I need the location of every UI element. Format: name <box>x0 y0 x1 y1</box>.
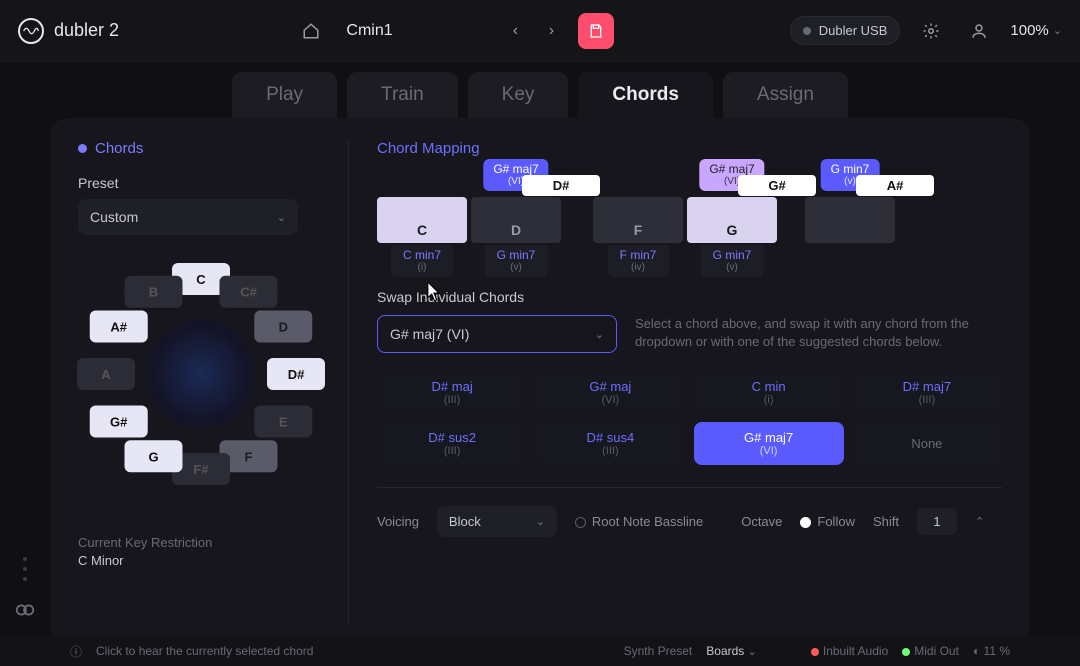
swap-select[interactable]: G# maj7 (VI)⌄ <box>377 315 617 353</box>
wheel-note-A[interactable]: A <box>77 358 135 390</box>
wheel-note-Asharp[interactable]: A# <box>90 311 148 343</box>
logo-icon <box>18 18 44 44</box>
key-wheel[interactable]: CC#DD#EFF#GG#AA#B <box>86 259 316 489</box>
tab-train[interactable]: Train <box>347 72 458 118</box>
voicing-strip: Voicing Block⌄ Root Note Bassline Octave… <box>377 487 1002 537</box>
tab-key[interactable]: Key <box>468 72 569 118</box>
voicing-label: Voicing <box>377 514 419 529</box>
main-panel: Chords Preset Custom⌄ CC#DD#EFF#GG#AA#B … <box>50 118 1030 646</box>
wheel-note-Csharp[interactable]: C# <box>220 276 278 308</box>
suggestion-dmaj[interactable]: D# maj(III) <box>377 371 527 414</box>
chord-mapping-title: Chord Mapping <box>377 140 1002 157</box>
synth-preset-select[interactable]: Boards ⌄ <box>706 644 757 658</box>
wheel-note-B[interactable]: B <box>125 276 183 308</box>
suggestion-none[interactable]: None <box>852 422 1002 465</box>
shift-input[interactable] <box>917 508 957 535</box>
sharp-tile-Dsharp[interactable]: D# <box>522 175 600 196</box>
sharp-tile-Gsharp[interactable]: G# <box>738 175 816 196</box>
preset-label: Preset <box>78 175 324 191</box>
bottom-chord-chip[interactable]: F min7(iv) <box>608 245 669 277</box>
tab-chords[interactable]: Chords <box>578 72 713 118</box>
device-status-dot <box>803 27 811 35</box>
user-icon[interactable] <box>962 14 996 48</box>
inbuilt-audio-dot <box>811 648 819 656</box>
save-button[interactable] <box>578 13 614 49</box>
root-bassline-toggle[interactable]: Root Note Bassline <box>575 514 703 529</box>
key-tile-G[interactable]: G <box>687 197 777 243</box>
swap-help: Select a chord above, and swap it with a… <box>635 315 1002 351</box>
tab-play[interactable]: Play <box>232 72 337 118</box>
tab-bar: PlayTrainKeyChordsAssign <box>0 62 1080 118</box>
shift-label: Shift <box>873 514 899 529</box>
swap-title: Swap Individual Chords <box>377 289 1002 305</box>
app-name: dubler 2 <box>54 20 119 41</box>
cursor-icon <box>427 282 442 307</box>
nav-back-icon[interactable]: ‹ <box>498 14 532 48</box>
suggestion-gmaj[interactable]: G# maj(VI) <box>535 371 685 414</box>
bottom-chord-chip[interactable]: G min7(v) <box>485 245 548 277</box>
zoom-level[interactable]: 100%⌄ <box>1010 22 1062 39</box>
voicing-select[interactable]: Block⌄ <box>437 506 557 537</box>
left-column: Chords Preset Custom⌄ CC#DD#EFF#GG#AA#B … <box>78 140 348 624</box>
midi-out-label[interactable]: Midi Out <box>914 644 959 658</box>
side-icon[interactable] <box>14 599 36 626</box>
suggestion-dsus4[interactable]: D# sus4(III) <box>535 422 685 465</box>
device-name: Dubler USB <box>819 23 888 38</box>
suggestion-dsus2[interactable]: D# sus2(III) <box>377 422 527 465</box>
octave-label: Octave <box>741 514 782 529</box>
suggestion-dmaj7[interactable]: D# maj7(III) <box>852 371 1002 414</box>
key-tile-F[interactable]: F <box>593 197 683 243</box>
wheel-note-Gsharp[interactable]: G# <box>90 406 148 438</box>
synth-preset-label: Synth Preset <box>624 644 693 658</box>
key-tile-blank[interactable] <box>805 197 895 243</box>
wheel-note-G[interactable]: G <box>125 440 183 472</box>
inbuilt-audio-label[interactable]: Inbuilt Audio <box>823 644 888 658</box>
sharp-tile-Asharp[interactable]: A# <box>856 175 934 196</box>
follow-toggle[interactable]: Follow <box>800 514 855 529</box>
footer-bar: ⓘ Click to hear the currently selected c… <box>0 636 1080 666</box>
midi-out-dot <box>902 648 910 656</box>
right-column: Chord Mapping CC min7(i) D G# maj7(VI) D# G … <box>355 140 1002 624</box>
top-bar: dubler 2 ‹ › Dubler USB 100%⌄ <box>0 0 1080 62</box>
suggestion-gmaj7[interactable]: G# maj7(VI) <box>694 422 844 465</box>
midi-pct: ◐ 11 % <box>973 644 1010 658</box>
file-name-input[interactable] <box>338 16 488 46</box>
footer-hint: Click to hear the currently selected cho… <box>96 644 313 658</box>
preset-select[interactable]: Custom⌄ <box>78 199 298 235</box>
device-selector[interactable]: Dubler USB <box>790 16 901 45</box>
home-icon[interactable] <box>294 14 328 48</box>
wheel-note-Dsharp[interactable]: D# <box>267 358 325 390</box>
app-logo: dubler 2 <box>18 18 119 44</box>
info-icon: ⓘ <box>70 643 82 660</box>
key-restriction: Current Key Restriction C Minor <box>78 535 324 568</box>
suggestion-grid: D# maj(III)G# maj(VI)C min(i)D# maj7(III… <box>377 371 1002 465</box>
chords-heading: Chords <box>78 140 324 157</box>
shift-stepper[interactable]: ⌃ <box>975 515 984 528</box>
side-strip <box>10 120 40 626</box>
key-tile-D[interactable]: D <box>471 197 561 243</box>
settings-icon[interactable] <box>914 14 948 48</box>
suggestion-cmin[interactable]: C min(i) <box>694 371 844 414</box>
bottom-chord-chip[interactable]: G min7(v) <box>701 245 764 277</box>
nav-forward-icon[interactable]: › <box>534 14 568 48</box>
bottom-chord-chip[interactable]: C min7(i) <box>391 245 453 277</box>
chord-map: CC min7(i)DG# maj7(VI)D#G min7(v)FF min7… <box>377 197 1002 243</box>
tab-assign[interactable]: Assign <box>723 72 848 118</box>
wheel-note-E[interactable]: E <box>254 406 312 438</box>
key-tile-C[interactable]: C <box>377 197 467 243</box>
wheel-note-D[interactable]: D <box>254 311 312 343</box>
